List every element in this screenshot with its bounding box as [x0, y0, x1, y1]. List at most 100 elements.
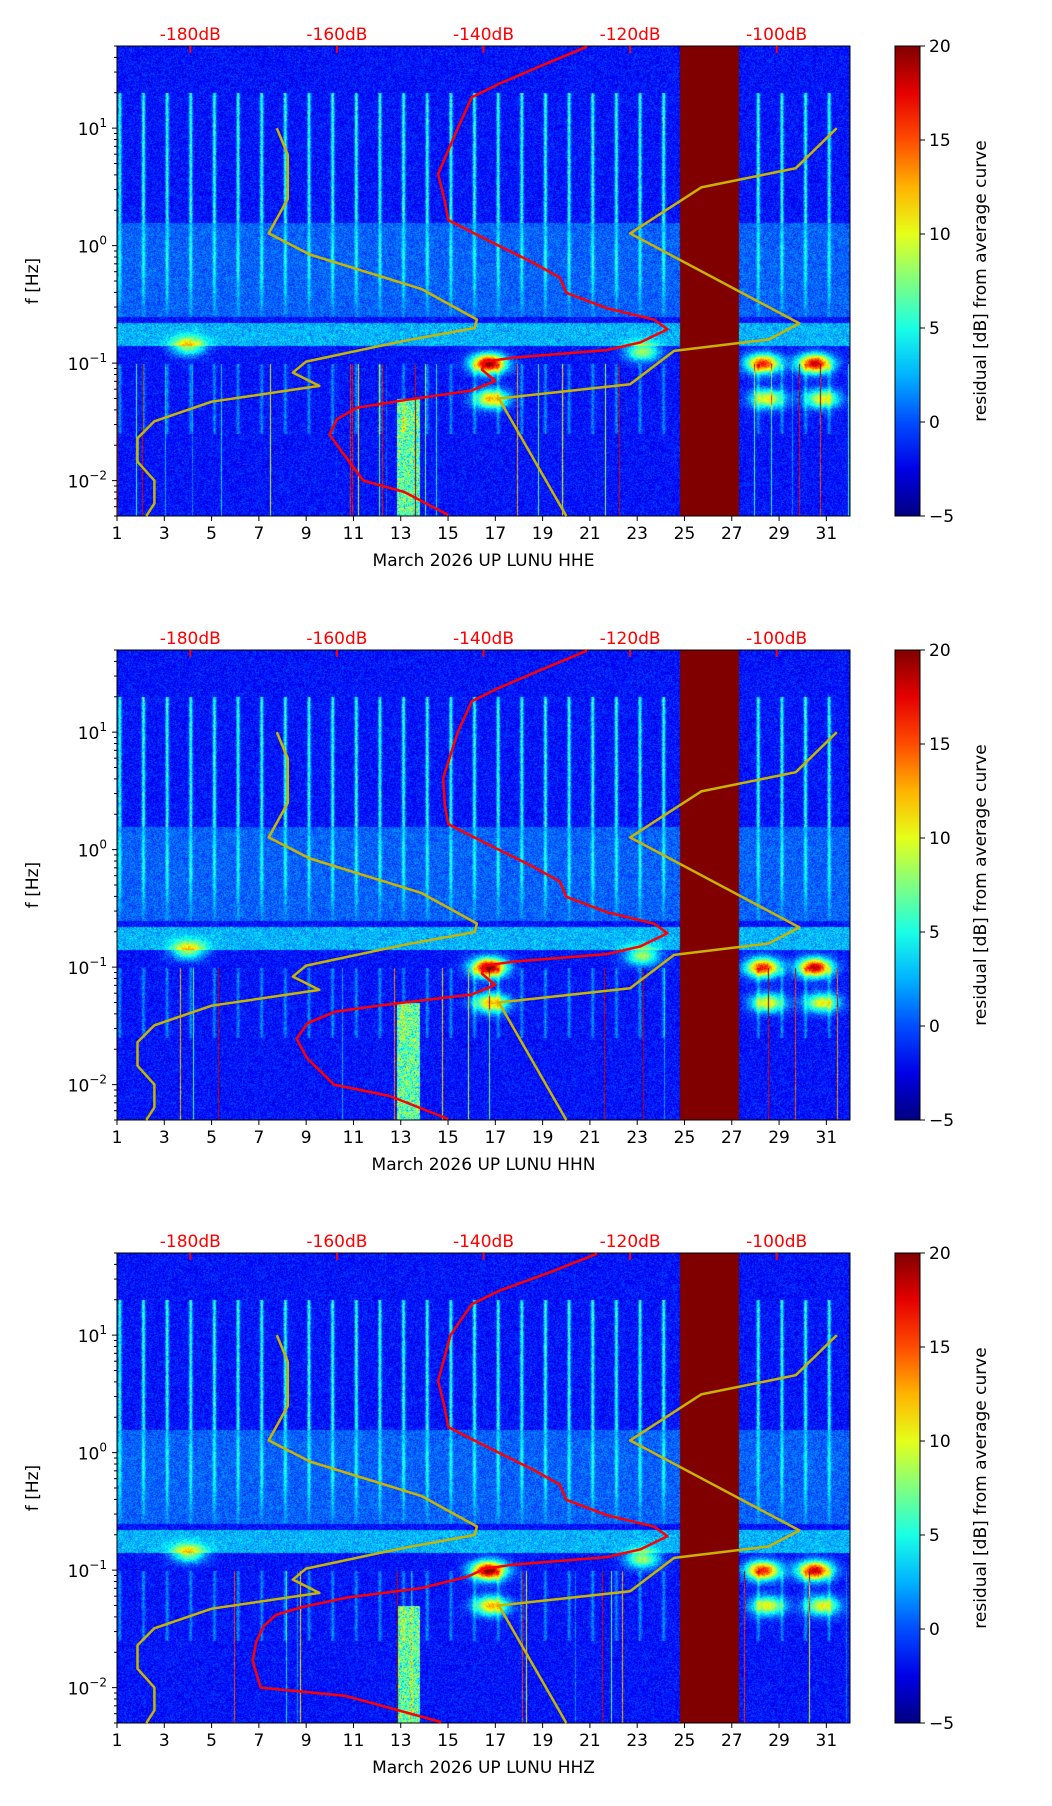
x-tick-label: 21: [579, 524, 601, 544]
x-tick-label: 1: [112, 1731, 123, 1751]
colorbar-label: residual [dB] from average curve: [971, 1347, 991, 1628]
x-tick-label: 9: [301, 524, 312, 544]
x-axis-label: March 2026 UP LUNU HHN: [372, 1155, 596, 1175]
y-tick-label: 100: [78, 234, 107, 258]
colorbar-tick-label: 15: [929, 735, 951, 755]
x-tick-label: 3: [159, 1128, 170, 1148]
x-tick-label: 5: [206, 524, 217, 544]
colorbar-tick-label: 10: [929, 1432, 951, 1452]
panel-3: 1 3 5 7 9 11 13 15 17 19 21 23 25 27 29 3110−210−110010…: [23, 1232, 991, 1778]
x-tick-label: 25: [674, 1128, 696, 1148]
colorbar: [894, 649, 921, 1121]
y-tick-label: 10−1: [68, 955, 107, 979]
y-tick-label: 10−2: [68, 1073, 107, 1097]
x-tick-label: 1: [112, 524, 123, 544]
top-db-tick-label: -100dB: [746, 629, 807, 649]
x-tick-label: 19: [532, 524, 554, 544]
x-tick-label: 29: [768, 1731, 790, 1751]
y-axis-label: f [Hz]: [23, 1465, 43, 1511]
top-db-tick-label: -160dB: [306, 629, 367, 649]
colorbar-tick-label: 0: [929, 1017, 940, 1037]
x-tick-label: 23: [626, 1731, 648, 1751]
y-tick-label: 101: [78, 720, 107, 744]
top-db-tick-label: -120dB: [600, 629, 661, 649]
x-tick-label: 9: [301, 1731, 312, 1751]
colorbar: [894, 45, 921, 517]
y-tick-label: 10−2: [68, 1676, 107, 1700]
top-db-tick-label: -140dB: [453, 629, 514, 649]
colorbar-tick-label: −5: [929, 1111, 954, 1131]
x-tick-label: 13: [390, 1128, 412, 1148]
x-tick-label: 21: [579, 1731, 601, 1751]
x-tick-label: 17: [485, 1731, 507, 1751]
y-tick-label: 10−1: [68, 351, 107, 375]
x-tick-label: 11: [343, 1731, 365, 1751]
colorbar-tick-label: 0: [929, 413, 940, 433]
colorbar-tick-label: 0: [929, 1620, 940, 1640]
colorbar-label: residual [dB] from average curve: [971, 744, 991, 1025]
y-tick-label: 101: [78, 116, 107, 140]
top-db-tick-label: -160dB: [306, 25, 367, 45]
colorbar-tick-label: 20: [929, 1244, 951, 1264]
x-tick-label: 3: [159, 1731, 170, 1751]
colorbar-tick-label: 20: [929, 641, 951, 661]
colorbar-tick-label: −5: [929, 1714, 954, 1734]
y-tick-label: 100: [78, 838, 107, 862]
x-tick-label: 7: [253, 1128, 264, 1148]
colorbar-tick-label: 5: [929, 319, 940, 339]
x-tick-label: 19: [532, 1731, 554, 1751]
plot-frame: [116, 45, 851, 517]
x-tick-label: 23: [626, 524, 648, 544]
x-tick-label: 19: [532, 1128, 554, 1148]
colorbar-tick-label: 5: [929, 1526, 940, 1546]
x-tick-label: 31: [816, 524, 838, 544]
plot-frame: [116, 649, 851, 1121]
top-db-tick-label: -140dB: [453, 1232, 514, 1252]
panel-2: 1 3 5 7 9 11 13 15 17 19 21 23 25 27 29 3110−210−110010…: [23, 629, 991, 1175]
x-tick-label: 29: [768, 524, 790, 544]
top-db-tick-label: -120dB: [600, 1232, 661, 1252]
low-noise-model-line: [136, 731, 479, 1121]
low-noise-model-line: [136, 127, 479, 517]
colorbar-tick-label: 10: [929, 225, 951, 245]
colorbar-tick-label: 15: [929, 1338, 951, 1358]
colorbar-tick-label: 15: [929, 131, 951, 151]
top-db-tick-label: -120dB: [600, 25, 661, 45]
x-tick-label: 27: [721, 1731, 743, 1751]
panel-1: 1 3 5 7 9 11 13 15 17 19 21 23 25 27 29 3110−210−110010…: [23, 25, 991, 571]
x-tick-label: 25: [674, 1731, 696, 1751]
x-tick-label: 11: [343, 524, 365, 544]
high-noise-model-line: [497, 731, 838, 1121]
colorbar-tick-label: 20: [929, 37, 951, 57]
spectrogram-image: [117, 1253, 850, 1723]
x-tick-label: 23: [626, 1128, 648, 1148]
x-tick-label: 7: [253, 1731, 264, 1751]
x-tick-label: 15: [437, 1731, 459, 1751]
x-tick-label: 5: [206, 1731, 217, 1751]
y-axis-label: f [Hz]: [23, 862, 43, 908]
top-db-tick-label: -180dB: [160, 25, 221, 45]
top-db-tick-label: -160dB: [306, 1232, 367, 1252]
x-tick-label: 7: [253, 524, 264, 544]
x-tick-label: 15: [437, 1128, 459, 1148]
top-db-tick-label: -180dB: [160, 1232, 221, 1252]
top-db-tick-label: -140dB: [453, 25, 514, 45]
top-db-tick-label: -100dB: [746, 1232, 807, 1252]
psd-curve-line: [295, 649, 669, 1121]
y-axis-label: f [Hz]: [23, 258, 43, 304]
x-tick-label: 31: [816, 1731, 838, 1751]
y-tick-label: 101: [78, 1323, 107, 1347]
plot-frame: [116, 1252, 851, 1724]
x-tick-label: 13: [390, 1731, 412, 1751]
psd-curve-line: [328, 45, 669, 517]
spectrogram-image: [117, 650, 850, 1120]
x-tick-label: 5: [206, 1128, 217, 1148]
colorbar: [894, 1252, 921, 1724]
x-tick-label: 15: [437, 524, 459, 544]
spectrogram-image: [117, 46, 850, 516]
x-tick-label: 13: [390, 524, 412, 544]
x-tick-label: 3: [159, 524, 170, 544]
colorbar-label: residual [dB] from average curve: [971, 140, 991, 421]
